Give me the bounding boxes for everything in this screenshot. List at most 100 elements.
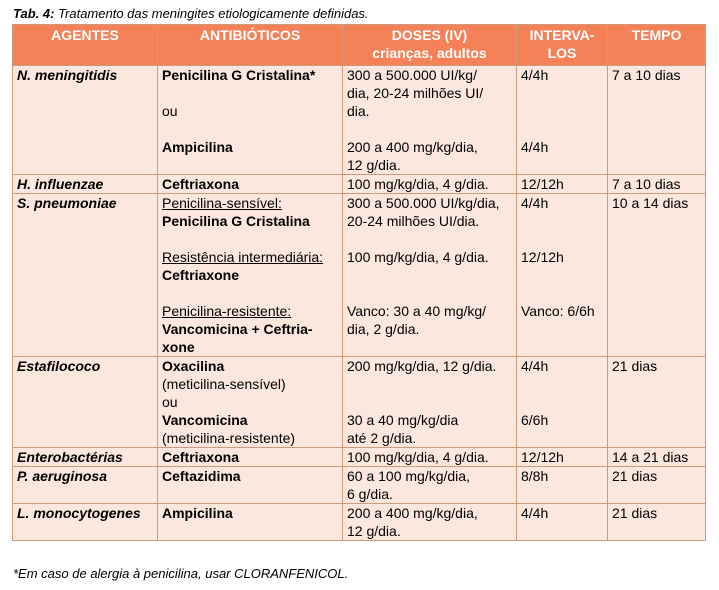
antibiotic-line: Oxacilina — [162, 358, 225, 374]
dose-line: dia. — [347, 103, 370, 119]
table-row: Enterobactérias Ceftriaxona 100 mg/kg/dia,… — [12, 447, 706, 467]
antibiotic-line: Ampicilina — [162, 505, 233, 521]
antibiotic-line: (meticilina-sensível) — [162, 376, 286, 392]
interval-line: 4/4h — [521, 505, 549, 521]
dose-line: 300 a 500.000 UI/kg/ — [347, 67, 477, 83]
header-doses-line1: DOSES (IV) — [391, 27, 468, 43]
header-antibioticos: ANTIBIÓTICOS — [157, 24, 343, 66]
antibiotic-line — [162, 84, 338, 102]
antibiotic-line: Ceftriaxona — [162, 449, 240, 465]
dose-line: dia, 2 g/dia. — [347, 321, 420, 337]
table-row: P. aeruginosa Ceftazidima 60 a 100 mg/kg/d… — [12, 466, 706, 504]
table-row: N. meningitidis Penicilina G Cristalina* o… — [12, 65, 706, 175]
dose-cell: 100 mg/kg/dia, 4 g/dia. — [342, 447, 517, 467]
time-cell: 10 a 14 dias — [607, 193, 706, 357]
interval-line — [521, 284, 603, 302]
interval-cell: 12/12h — [516, 447, 608, 467]
header-doses-line2: crianças, adultos — [372, 45, 487, 61]
antibiotic-line: Resistência intermediária: — [162, 249, 324, 265]
dose-cell: 100 mg/kg/dia, 4 g/dia. — [342, 174, 517, 194]
table-caption: Tab. 4: Tratamento das meningites etiolo… — [13, 6, 369, 21]
interval-line: 6/6h — [521, 412, 549, 428]
antibiotic-line: (meticilina-resistente) — [162, 430, 296, 446]
dose-line: 200 a 400 mg/kg/dia, — [347, 505, 478, 521]
caption-label: Tab. 4: — [13, 6, 55, 21]
interval-line: Vanco: 6/6h — [521, 303, 595, 319]
dose-line: 60 a 100 mg/kg/dia, — [347, 468, 470, 484]
header-intervalos: INTERVA- LOS — [516, 24, 608, 66]
interval-cell: 4/4h — [516, 503, 608, 541]
antibiotic-line: Penicilina-resistente: — [162, 303, 292, 319]
antibiotic-line: ou — [162, 103, 178, 119]
interval-line — [521, 230, 603, 248]
dose-line: 12 g/dia. — [347, 523, 401, 539]
dose-line — [347, 375, 512, 393]
interval-line: 4/4h — [521, 195, 549, 211]
antibiotic-line: Ceftriaxona — [162, 176, 240, 192]
agent-cell: Enterobactérias — [12, 447, 158, 467]
dose-cell: 60 a 100 mg/kg/dia, 6 g/dia. — [342, 466, 517, 504]
dose-line — [347, 338, 512, 356]
antibiotic-cell: Penicilina G Cristalina* ou Ampicilina — [157, 65, 343, 175]
interval-cell: 12/12h — [516, 174, 608, 194]
interval-line — [521, 266, 603, 284]
agent-cell: N. meningitidis — [12, 65, 158, 175]
interval-line — [521, 393, 603, 411]
table-header-row: AGENTES ANTIBIÓTICOS DOSES (IV) crianças… — [12, 24, 706, 66]
table-row: H. influenzae Ceftriaxona 100 mg/kg/dia, 4… — [12, 174, 706, 194]
antibiotic-cell: Ceftriaxona — [157, 447, 343, 467]
interval-line: 4/4h — [521, 358, 549, 374]
interval-line — [521, 102, 603, 120]
antibiotic-line: Ceftriaxone — [162, 267, 240, 283]
dose-cell: 300 a 500.000 UI/kg/dia, 20-24 milhões UI… — [342, 193, 517, 357]
dose-line: 6 g/dia. — [347, 486, 393, 502]
agent-cell: H. influenzae — [12, 174, 158, 194]
treatment-table: AGENTES ANTIBIÓTICOS DOSES (IV) crianças… — [12, 24, 706, 541]
antibiotic-line: Penicilina G Cristalina — [162, 213, 310, 229]
interval-line — [521, 375, 603, 393]
table-row: Estafilococo Oxacilina (meticilina-sensíve… — [12, 356, 706, 448]
dose-line: 200 mg/kg/dia, 12 g/dia. — [347, 358, 497, 374]
dose-line: dia, 20-24 milhões UI/ — [347, 85, 484, 101]
interval-cell: 8/8h — [516, 466, 608, 504]
dose-line: 12 g/dia. — [347, 157, 401, 173]
header-agentes: AGENTES — [12, 24, 158, 66]
time-cell: 21 dias — [607, 503, 706, 541]
dose-line — [347, 230, 512, 248]
agent-cell: S. pneumoniae — [12, 193, 158, 357]
interval-line — [521, 338, 603, 356]
dose-cell: 300 a 500.000 UI/kg/dia, 20-24 milhões U… — [342, 65, 517, 175]
antibiotic-line — [162, 284, 338, 302]
antibiotic-cell: Ceftriaxona — [157, 174, 343, 194]
dose-line: 20-24 milhões UI/dia. — [347, 213, 480, 229]
dose-line: 100 mg/kg/dia, 4 g/dia. — [347, 249, 489, 265]
time-cell: 21 dias — [607, 466, 706, 504]
time-cell: 21 dias — [607, 356, 706, 448]
interval-line — [521, 120, 603, 138]
interval-line — [521, 156, 603, 174]
footnote: *Em caso de alergia à penicilina, usar C… — [13, 566, 349, 581]
dose-line — [347, 393, 512, 411]
dose-line: 100 mg/kg/dia, 4 g/dia. — [347, 176, 489, 192]
antibiotic-line — [162, 156, 338, 174]
header-intervalos-line1: INTERVA- — [529, 27, 595, 43]
interval-line: 12/12h — [521, 449, 564, 465]
dose-line: 300 a 500.000 UI/kg/dia, — [347, 195, 500, 211]
interval-line: 12/12h — [521, 249, 564, 265]
antibiotic-line: Penicilina-sensível: — [162, 195, 282, 211]
table-row: L. monocytogenes Ampicilina 200 a 400 mg/k… — [12, 503, 706, 541]
dose-line — [347, 284, 512, 302]
caption-text: Tratamento das meningites etiologicament… — [58, 6, 369, 21]
antibiotic-line — [162, 230, 338, 248]
antibiotic-line — [162, 120, 338, 138]
antibiotic-cell: Ceftazidima — [157, 466, 343, 504]
dose-line — [347, 266, 512, 284]
interval-cell: 4/4h 6/6h — [516, 356, 608, 448]
antibiotic-line: Vancomicina — [162, 412, 248, 428]
antibiotic-cell: Oxacilina (meticilina-sensível) ou Vancomic… — [157, 356, 343, 448]
interval-line: 4/4h — [521, 139, 549, 155]
time-cell: 14 a 21 dias — [607, 447, 706, 467]
interval-cell: 4/4h 12/12h Vanco: 6/6h — [516, 193, 608, 357]
header-intervalos-line2: LOS — [547, 45, 577, 61]
dose-line: 200 a 400 mg/kg/dia, — [347, 139, 478, 155]
